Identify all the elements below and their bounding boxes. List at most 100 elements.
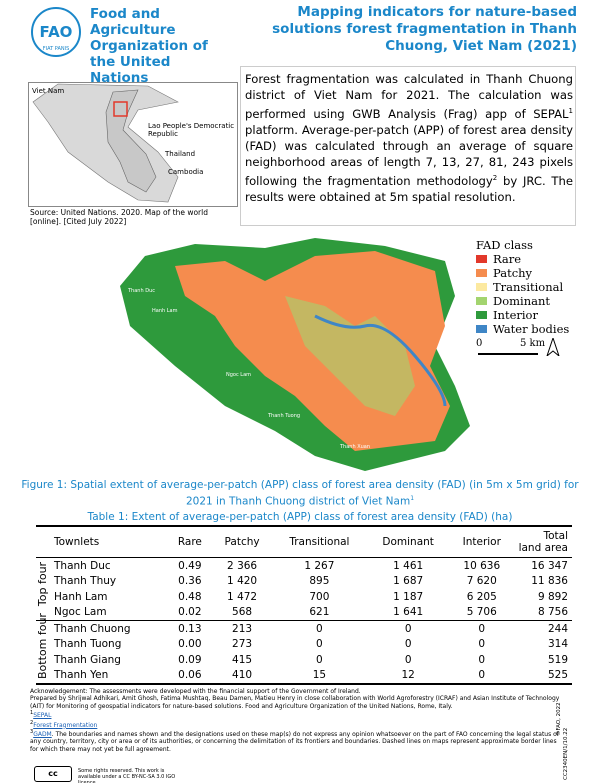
column-header: Transitional [289, 536, 350, 548]
table-cell: 0.06 [178, 669, 202, 682]
group-cell: Top four [36, 558, 50, 621]
table-cell: 700 [309, 590, 330, 603]
table-row: Top four Thanh Duc 0.49 2 366 1 267 1 461 10 6… [36, 558, 572, 606]
table-cell: 1 461 [393, 559, 424, 572]
legend: FAD class Rare Patchy Transitional Dominant… [476, 238, 569, 362]
table-cell: 5 706 [466, 606, 497, 619]
table-row: Thanh Yen 0.06 410 15 12 0 525 [36, 668, 572, 684]
footnote-number: 3 [30, 729, 34, 736]
inset-map [28, 82, 238, 207]
scale-end: 5 km [520, 338, 546, 349]
map-label: Thanh Xuan [340, 444, 371, 450]
table-cell: 0 [478, 653, 486, 666]
table-cell: Thanh Chuong [54, 622, 131, 635]
table-cell: 1 687 [393, 575, 424, 588]
table-cell: 16 347 [531, 559, 568, 572]
table-cell: 273 [232, 638, 253, 651]
table-cell: 0.36 [178, 575, 202, 588]
table-cell: 213 [232, 622, 253, 635]
legend-item: Dominant [476, 294, 569, 308]
table-cell: 6 205 [466, 590, 497, 603]
column-header: Total land area [518, 530, 568, 554]
column-header: Rare [177, 536, 202, 548]
table-cell: 0 [404, 638, 412, 651]
table-cell: 1 641 [393, 606, 424, 619]
table-cell: 519 [547, 653, 568, 666]
column-header: Patchy [224, 536, 260, 548]
footnote: 3GADM. The boundaries and names shown an… [30, 729, 565, 753]
group-label: Top four [36, 561, 49, 607]
table: Townlets Rare Patchy Transitional Dominant In… [36, 525, 572, 685]
footnote-link[interactable]: SEPAL [33, 712, 52, 720]
table-cell: 11 836 [531, 575, 568, 588]
notes: 1SEPAL 2Forest Fragmentation 3GADM. The bo… [30, 710, 565, 753]
organization: Food and Agriculture Organization of the… [90, 6, 208, 86]
table-cell: Thanh Yen [54, 669, 109, 682]
title: Mapping indicators for nature-based solu… [272, 4, 577, 54]
table-cell: 895 [309, 575, 330, 588]
table-cell: 0 [404, 653, 412, 666]
table-cell: 0.13 [178, 622, 202, 635]
north-arrow [546, 338, 560, 356]
legend-swatch [476, 325, 487, 333]
logo: FAO FIAT PANIS [31, 7, 81, 57]
footnote-text: . The boundaries and names shown and the… [30, 731, 559, 753]
table-cell: 621 [309, 606, 330, 619]
legend-item: Patchy [476, 266, 569, 280]
footnote: 1SEPAL [30, 710, 565, 719]
table-cell: 415 [232, 653, 253, 666]
table-row: Thanh Tuong 0.00 273 0 0 0 314 [36, 637, 572, 653]
table-cell: Thanh Tuong [54, 638, 122, 651]
table-cell: 0 [478, 669, 486, 682]
footnote: 2Forest Fragmentation [30, 720, 565, 729]
legend-label: Interior [493, 308, 538, 322]
main-map [120, 238, 470, 471]
table-cell: 0.49 [178, 559, 202, 572]
table-cell: 244 [547, 622, 568, 635]
table-cell: 314 [547, 638, 568, 651]
source: Source: United Nations. 2020. Map of the… [30, 208, 208, 226]
table-cell: 0 [316, 622, 323, 635]
table-cell: 12 [401, 669, 415, 682]
footnote-number: 2 [30, 719, 34, 726]
column-header: Townlets [54, 536, 100, 548]
table-cell: 1 187 [393, 590, 424, 603]
logo-letters: FAO [40, 23, 73, 41]
table-cell: Thanh Giang [54, 653, 121, 666]
column-header: Interior [462, 536, 501, 548]
table-cell: Thanh Thuy [54, 575, 117, 588]
scale: 0 5 km [476, 336, 569, 362]
legend-item: Interior [476, 308, 569, 322]
table-cell: 0 [478, 638, 486, 651]
table-cell: 410 [232, 669, 253, 682]
legend-swatch [476, 297, 487, 305]
table-cell: 10 636 [463, 559, 501, 572]
text: Forest fragmentation was calculated in T… [245, 72, 573, 122]
footnote-link[interactable]: Forest Fragmentation [33, 721, 98, 729]
sup: 2 [492, 174, 498, 183]
table-cell: 0.48 [178, 590, 202, 603]
table-cell: 2 366 [227, 559, 258, 572]
acknowledgement: Acknowledgement: The assessments were de… [30, 688, 361, 695]
map-label: Thanh Duc [128, 288, 155, 294]
inset-label: Thailand [165, 150, 196, 158]
description: Forest fragmentation was calculated in T… [240, 66, 576, 226]
footnote-link[interactable]: GADM [33, 731, 52, 739]
scale-start: 0 [476, 338, 483, 349]
legend-item: Transitional [476, 280, 569, 294]
table-cell: 0 [316, 653, 323, 666]
table-row: Thanh Thuy 0.36 1 420 895 1 687 7 620 11 836 [36, 574, 572, 590]
table-caption: Table 1: Extent of average-per-patch (AP… [87, 511, 513, 523]
group-label: Bottom four [36, 613, 49, 679]
text: by JRC. The results were obtained at 5m … [245, 174, 573, 205]
header-row: Townlets Rare Patchy Transitional Dominant In… [36, 526, 572, 558]
legend-item: Water bodies [476, 322, 569, 336]
legend-swatch [476, 269, 487, 277]
table-row: Hanh Lam 0.48 1 472 700 1 187 6 205 9 892 [36, 589, 572, 605]
text: platform. Average-per-patch (APP) of for… [245, 123, 573, 189]
logo-motto: FIAT PANIS [43, 46, 70, 52]
column-header: Dominant [382, 536, 434, 548]
legend-swatch [476, 311, 487, 319]
table-cell: 8 756 [537, 606, 568, 619]
